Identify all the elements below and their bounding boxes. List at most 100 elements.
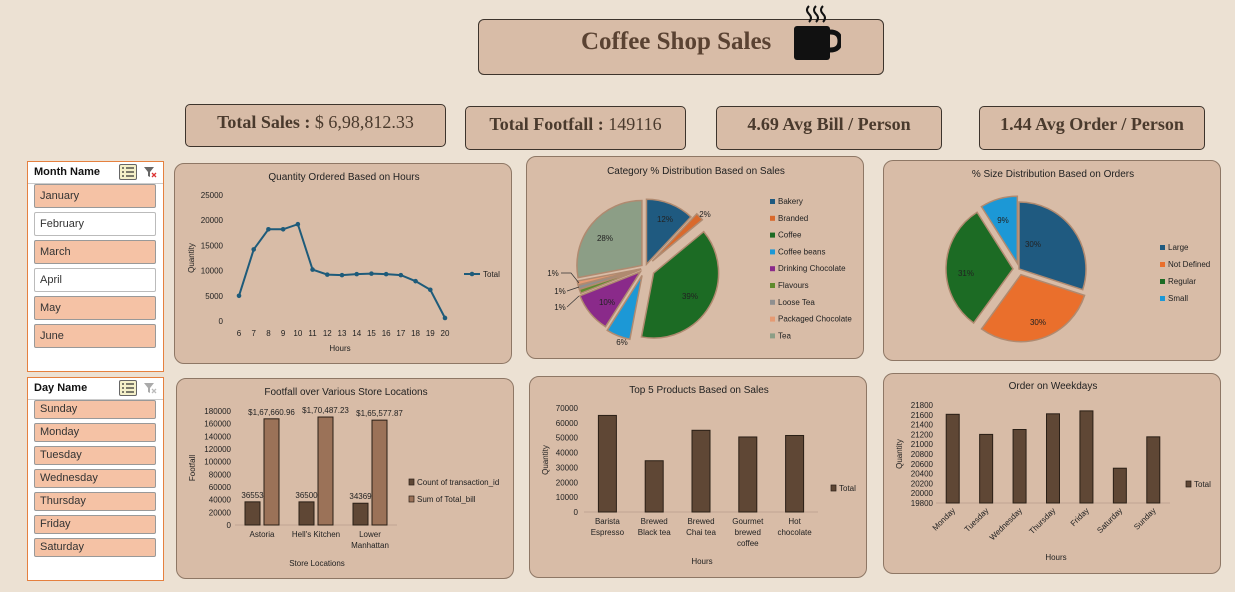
- month-item-may[interactable]: May: [34, 296, 156, 320]
- chart-hours: Quantity Ordered Based on Hours 25000 2000…: [187, 172, 500, 353]
- x-tick-label: Tuesday: [963, 506, 991, 534]
- y-tick-label: 120000: [204, 445, 231, 454]
- legend-swatch: [1160, 296, 1165, 301]
- x-tick-label: Lower: [359, 530, 381, 539]
- bar-wednesday-total: [1012, 429, 1027, 504]
- y-tick-label: 21200: [911, 430, 934, 439]
- y-tick-label: 5000: [205, 292, 223, 301]
- legend-label: Total: [483, 270, 500, 279]
- x-axis-label: Hours: [1045, 553, 1066, 562]
- pie-slice-regular: [945, 211, 1014, 325]
- legend-swatch: [770, 283, 775, 288]
- chart-title: Quantity Ordered Based on Hours: [268, 172, 419, 183]
- kpi-total-sales: Total Sales : $ 6,98,812.33: [185, 104, 446, 147]
- y-tick-label: 10000: [201, 267, 224, 276]
- y-tick-label: 20200: [911, 479, 934, 488]
- y-tick-label: 60000: [556, 419, 579, 428]
- data-label: 1%: [547, 269, 559, 278]
- day-item-friday[interactable]: Friday: [34, 515, 156, 534]
- legend-label: Regular: [1168, 277, 1196, 286]
- pie-slice-branded: [651, 212, 704, 262]
- x-tick-label: 6: [237, 329, 242, 338]
- x-tick-label: 17: [396, 329, 405, 338]
- legend-swatch: [770, 232, 775, 238]
- day-item-tuesday[interactable]: Tuesday: [34, 446, 156, 465]
- chart-size: % Size Distribution Based on Orders 30% 30…: [945, 169, 1210, 343]
- x-tick-label: Monday: [931, 506, 957, 532]
- pie-slice-coffee-beans: [606, 275, 643, 341]
- x-tick-label: Thursday: [1027, 506, 1057, 536]
- leader-line: [566, 286, 580, 292]
- x-tick-label: chocolate: [777, 528, 812, 537]
- data-label: 1%: [554, 287, 566, 296]
- legend-label: Total: [1194, 480, 1211, 489]
- bar-lower-manhattan-count-of-transaction-id: [352, 502, 369, 526]
- y-tick-label: 21800: [911, 401, 934, 410]
- month-item-february[interactable]: February: [34, 212, 156, 236]
- day-item-saturday[interactable]: Saturday: [34, 538, 156, 557]
- pie-slice-coffee: [640, 230, 720, 339]
- y-axis-label: Quantity: [541, 445, 550, 475]
- data-label: 1%: [554, 303, 566, 312]
- multi-select-icon[interactable]: [119, 164, 137, 180]
- multi-select-icon[interactable]: [119, 380, 137, 396]
- data-label: 36553: [241, 491, 264, 500]
- month-item-april[interactable]: April: [34, 268, 156, 292]
- legend-marker-dot: [469, 271, 475, 277]
- x-tick-label: 8: [266, 329, 271, 338]
- y-tick-label: 20000: [556, 478, 579, 487]
- bar-gourmet-brewed-coffee-total: [738, 436, 758, 513]
- chart-locations: Footfall over Various Store Locations 180…: [188, 387, 499, 568]
- y-tick-label: 21600: [911, 411, 934, 420]
- clear-filter-icon[interactable]: [143, 165, 157, 179]
- month-item-march[interactable]: March: [34, 240, 156, 264]
- legend-swatch: [770, 316, 775, 322]
- kpi-avg-bill: 4.69 Avg Bill / Person: [716, 106, 942, 150]
- legend-swatch: [770, 333, 775, 339]
- chart-title: Footfall over Various Store Locations: [264, 387, 427, 398]
- data-point: [236, 293, 242, 299]
- y-tick-label: 25000: [201, 191, 224, 200]
- month-slicer-title: Month Name: [34, 166, 100, 178]
- day-item-monday[interactable]: Monday: [34, 423, 156, 442]
- bar-astoria-sum-of-total-bill: [263, 418, 280, 526]
- x-tick-label: 9: [281, 329, 286, 338]
- month-item-january[interactable]: January: [34, 184, 156, 208]
- y-tick-label: 10000: [556, 493, 579, 502]
- x-tick-label: 10: [293, 329, 302, 338]
- x-tick-label: Hell's Kitchen: [292, 530, 340, 539]
- data-label: $1,67,660.96: [248, 408, 295, 417]
- pie-slice-small: [980, 195, 1019, 266]
- legend-label: Branded: [778, 214, 808, 223]
- month-item-june[interactable]: June: [34, 324, 156, 348]
- legend-label: Small: [1168, 294, 1188, 303]
- day-slicer-title: Day Name: [34, 382, 88, 394]
- y-tick-label: 15000: [201, 241, 224, 250]
- chart-products: Top 5 Products Based on Sales 70000 60000 5…: [541, 385, 856, 566]
- clear-filter-icon[interactable]: [143, 381, 157, 395]
- legend-label: Coffee: [778, 231, 802, 240]
- pie-slice-drinking-chocolate: [578, 270, 643, 328]
- day-item-wednesday[interactable]: Wednesday: [34, 469, 156, 488]
- legend-label: Sum of Total_bill: [417, 495, 476, 504]
- data-label: 36500: [295, 491, 318, 500]
- bar-hell-s-kitchen-count-of-transaction-id: [298, 501, 315, 526]
- y-tick-label: 20800: [911, 450, 934, 459]
- y-tick-label: 140000: [204, 432, 231, 441]
- data-label: 2%: [699, 210, 711, 219]
- legend-swatch: [770, 215, 775, 221]
- x-tick-label: Astoria: [250, 530, 275, 539]
- bar-thursday-total: [1046, 413, 1060, 504]
- y-tick-label: 160000: [204, 420, 231, 429]
- pie-slice-not-defined: [980, 273, 1086, 343]
- y-tick-label: 19800: [911, 499, 934, 508]
- day-item-thursday[interactable]: Thursday: [34, 492, 156, 511]
- y-axis-label: Quantity: [187, 243, 196, 273]
- series-line-total: [238, 222, 446, 319]
- x-tick-label: Manhattan: [351, 541, 389, 550]
- x-axis-label: Store Locations: [289, 559, 345, 568]
- day-item-sunday[interactable]: Sunday: [34, 400, 156, 419]
- legend-swatch: [1160, 262, 1165, 267]
- y-tick-label: 20600: [911, 460, 934, 469]
- y-tick-label: 21000: [911, 440, 934, 449]
